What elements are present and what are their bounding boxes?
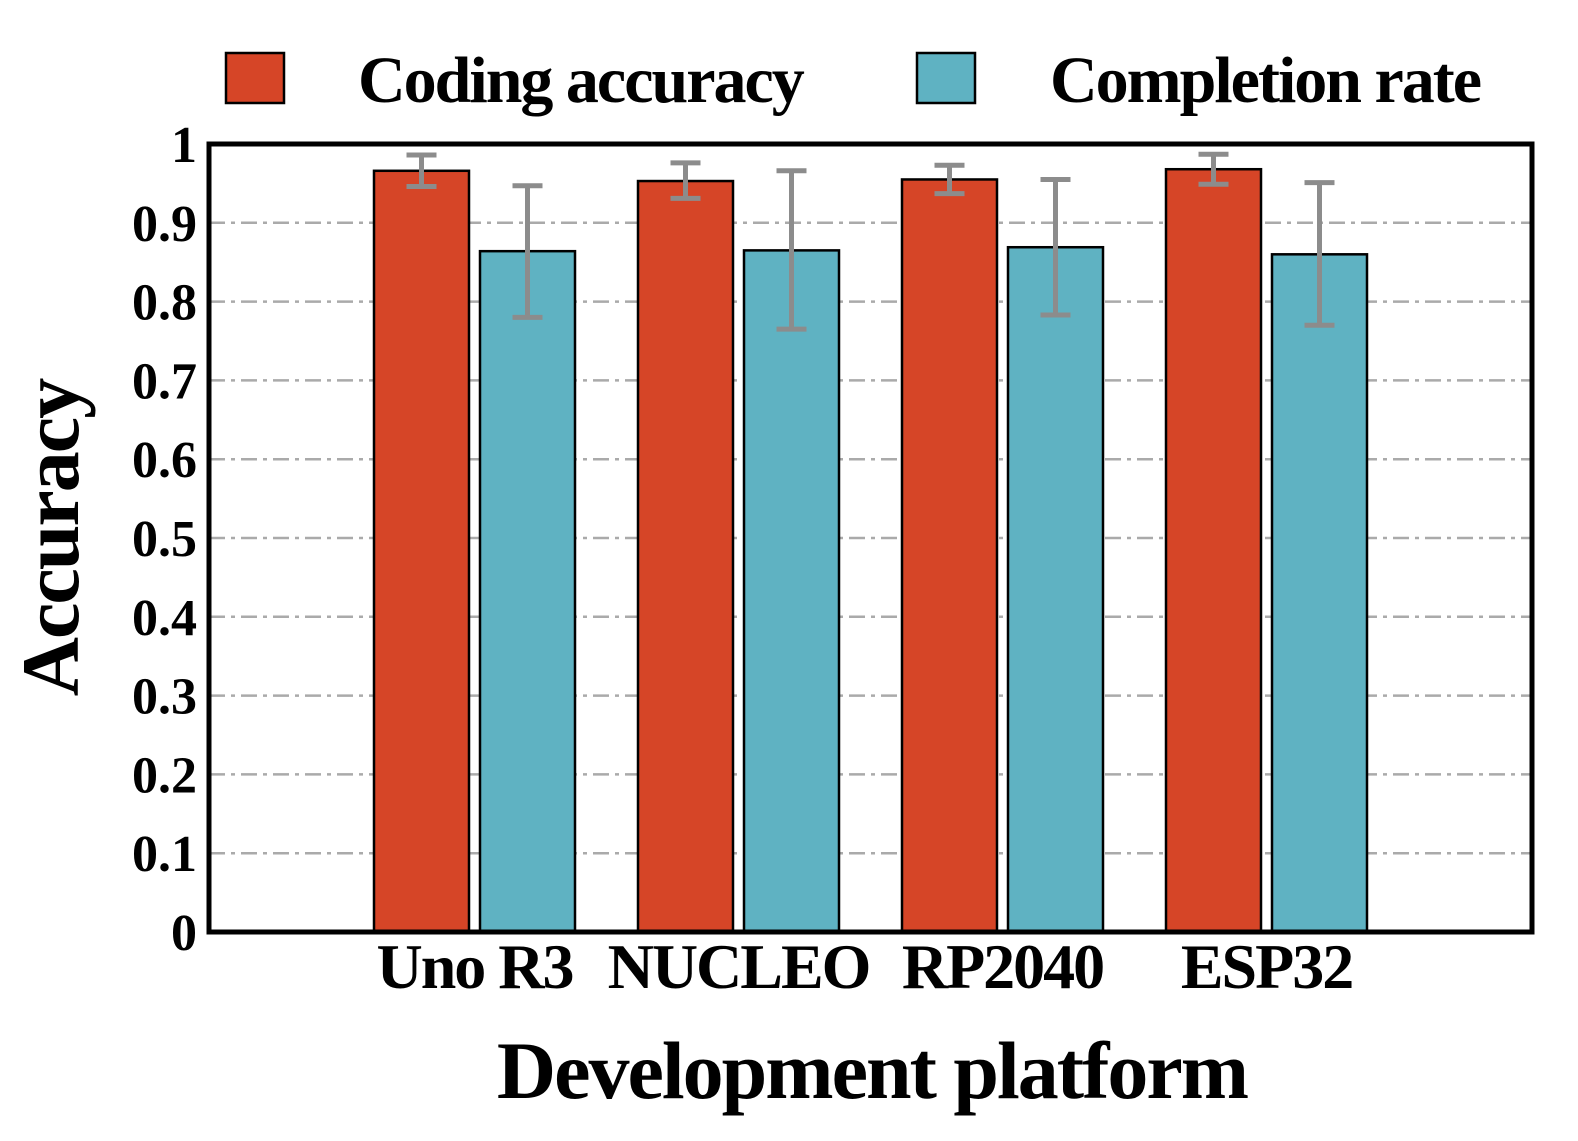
y-tick-label: 0.3 [132, 669, 197, 726]
legend: Coding accuracy Completion rate [224, 44, 1483, 117]
bar-completion-rate [1270, 253, 1369, 934]
plot-frame [206, 141, 1535, 935]
y-tick-label: 0.2 [132, 747, 197, 804]
bar-completion-rate [478, 249, 577, 934]
y-tick-label: 0.5 [132, 511, 197, 568]
bars [372, 167, 1369, 934]
y-axis-title: Accuracy [5, 378, 96, 696]
legend-swatch [224, 51, 286, 105]
x-tick-label: RP2040 [902, 931, 1103, 1002]
x-axis-title: Development platform [497, 1025, 1248, 1116]
bar-completion-rate [742, 249, 841, 934]
y-tick-label: 0.4 [132, 590, 197, 647]
y-tick-label: 0.7 [132, 353, 197, 410]
legend-label: Completion rate [1050, 44, 1481, 117]
y-tick-label: 0.8 [132, 275, 197, 332]
y-tick-label: 0 [171, 905, 197, 962]
error-bars [406, 151, 1335, 332]
x-tick-label: ESP32 [1181, 931, 1352, 1002]
legend-swatch [915, 51, 977, 105]
y-tick-label: 1 [171, 117, 197, 174]
y-tick-label: 0.9 [132, 196, 197, 253]
bar-coding-accuracy [1164, 167, 1263, 934]
y-tick-label: 0.6 [132, 432, 197, 489]
y-tick-label: 0.1 [132, 826, 197, 883]
bar-coding-accuracy [372, 169, 471, 934]
x-tick-labels: Uno R3 NUCLEO RP2040 ESP32 [376, 931, 1354, 1002]
legend-label: Coding accuracy [358, 44, 805, 117]
y-tick-labels: 0 0.1 0.2 0.3 0.4 0.5 0.6 0.7 0.8 0.9 1 [132, 117, 197, 962]
bar-coding-accuracy [636, 179, 735, 934]
bar-completion-rate [1006, 245, 1105, 934]
x-tick-label: NUCLEO [608, 931, 870, 1002]
bar-coding-accuracy [900, 178, 999, 934]
x-tick-label: Uno R3 [376, 931, 572, 1002]
